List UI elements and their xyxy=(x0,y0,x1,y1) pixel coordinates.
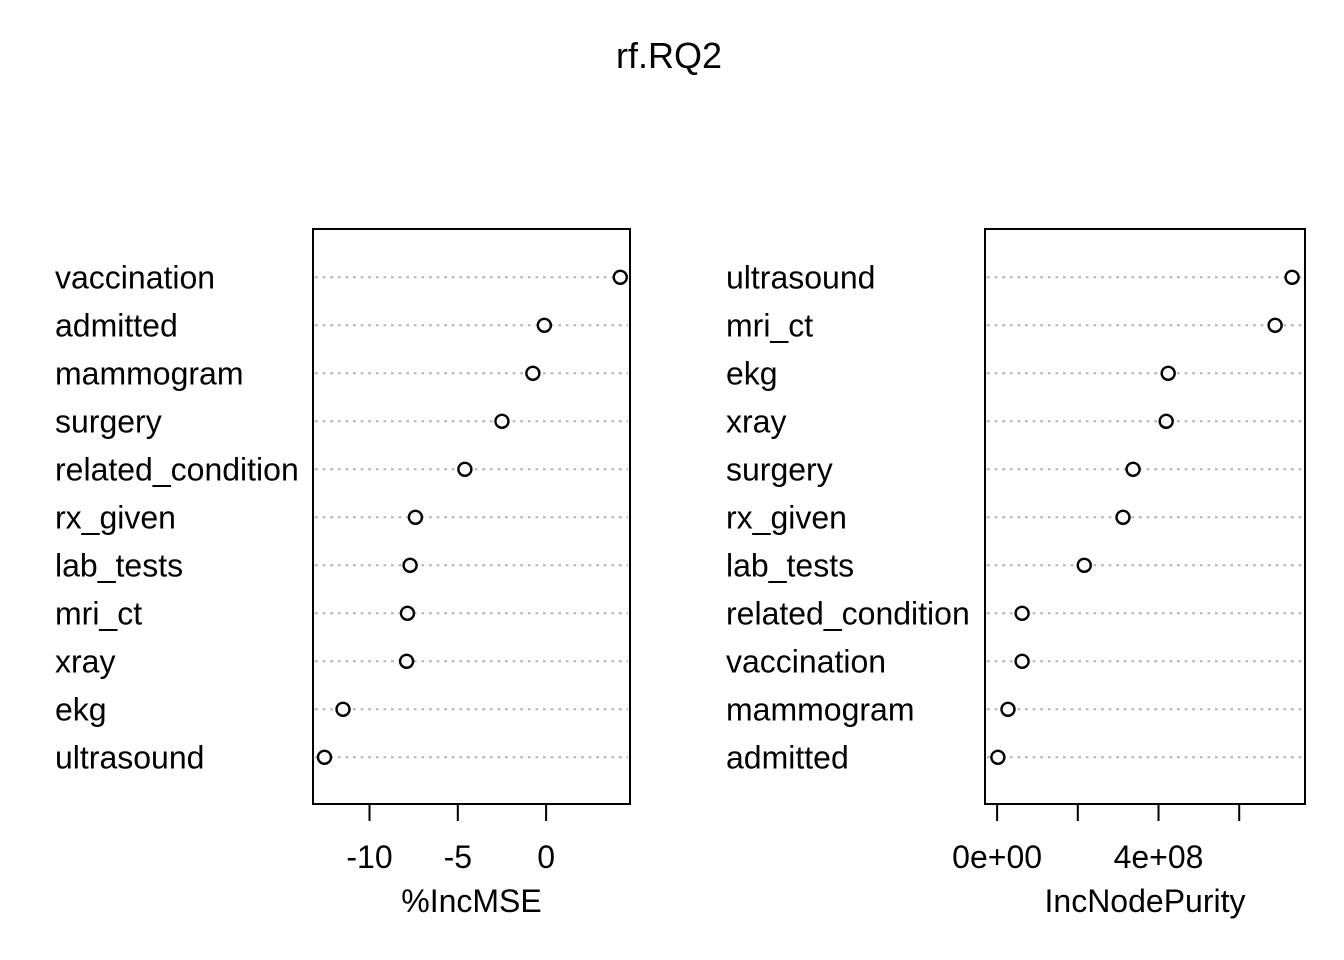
row-label-ultrasound: ultrasound xyxy=(726,259,875,295)
data-point-rx_given xyxy=(1115,509,1131,525)
chart-panels: vaccination admitted mammogram surgery relat… xyxy=(55,228,1306,919)
data-point-admitted xyxy=(536,317,553,333)
data-point-vaccination xyxy=(612,269,628,285)
x-axis-tick-label: -5 xyxy=(444,839,472,875)
panel-border xyxy=(984,228,1306,805)
data-point-mri_ct xyxy=(399,605,416,621)
x-axis-title: %IncMSE xyxy=(401,883,541,919)
data-point-related_condition xyxy=(457,461,473,477)
row-label-xray: xray xyxy=(55,643,115,679)
row-label-mri_ct: mri_ct xyxy=(726,307,813,343)
x-axis-tick-label: 0e+00 xyxy=(952,839,1042,875)
x-axis-tick-label: 0 xyxy=(537,839,555,875)
row-label-admitted: admitted xyxy=(55,307,178,343)
x-axis-tick-label: 4e+08 xyxy=(1114,839,1204,875)
row-label-vaccination: vaccination xyxy=(55,259,215,295)
data-point-surgery xyxy=(494,413,510,429)
data-point-xray xyxy=(398,653,415,669)
row-label-admitted: admitted xyxy=(726,739,849,775)
row-label-ekg: ekg xyxy=(726,355,778,391)
data-point-related_condition xyxy=(1014,605,1030,621)
data-point-lab_tests xyxy=(1076,557,1092,573)
data-point-rx_given xyxy=(407,509,424,525)
row-label-xray: xray xyxy=(726,403,786,439)
row-label-mammogram: mammogram xyxy=(726,691,914,727)
data-point-ultrasound xyxy=(1284,269,1300,285)
row-label-related_condition: related_condition xyxy=(726,595,970,631)
data-point-ultrasound xyxy=(316,749,333,765)
panel-incmse: vaccination admitted mammogram surgery relat… xyxy=(55,228,631,919)
data-point-mammogram xyxy=(525,365,541,381)
row-label-related_condition: related_condition xyxy=(55,451,299,487)
data-point-lab_tests xyxy=(402,557,418,573)
panel-border xyxy=(312,228,631,805)
row-label-lab_tests: lab_tests xyxy=(55,547,183,583)
row-label-rx_given: rx_given xyxy=(55,499,176,535)
x-axis-title: IncNodePurity xyxy=(1045,883,1246,919)
row-label-surgery: surgery xyxy=(55,403,162,439)
row-label-mri_ct: mri_ct xyxy=(55,595,142,631)
data-point-xray xyxy=(1158,413,1174,429)
row-label-ekg: ekg xyxy=(55,691,107,727)
row-label-ultrasound: ultrasound xyxy=(55,739,204,775)
x-axis-tick-label: -10 xyxy=(346,839,392,875)
row-label-surgery: surgery xyxy=(726,451,833,487)
row-label-mammogram: mammogram xyxy=(55,355,243,391)
data-point-ekg xyxy=(335,701,351,717)
data-point-vaccination xyxy=(1014,653,1030,669)
row-label-lab_tests: lab_tests xyxy=(726,547,854,583)
data-point-admitted xyxy=(990,749,1006,765)
row-label-rx_given: rx_given xyxy=(726,499,847,535)
chart-title: rf.RQ2 xyxy=(616,35,722,76)
row-label-vaccination: vaccination xyxy=(726,643,886,679)
data-point-mri_ct xyxy=(1267,317,1283,333)
data-point-mammogram xyxy=(1000,701,1016,717)
data-point-surgery xyxy=(1125,461,1141,477)
data-point-ekg xyxy=(1160,365,1176,381)
